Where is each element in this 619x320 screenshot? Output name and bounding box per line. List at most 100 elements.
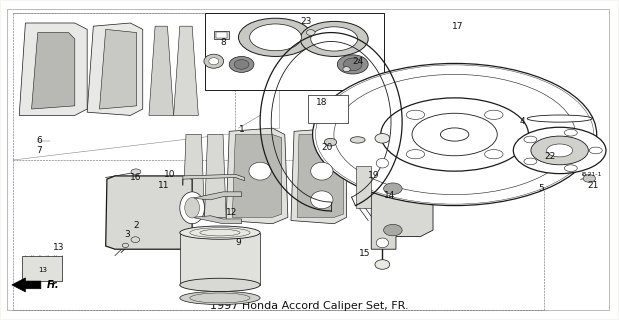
Polygon shape xyxy=(180,233,260,285)
Text: 7: 7 xyxy=(37,146,42,155)
Polygon shape xyxy=(297,134,344,217)
Polygon shape xyxy=(183,241,245,249)
Text: 9: 9 xyxy=(235,238,241,247)
Ellipse shape xyxy=(234,60,249,69)
Text: 17: 17 xyxy=(451,22,463,31)
Ellipse shape xyxy=(589,147,602,154)
Ellipse shape xyxy=(527,115,592,122)
Ellipse shape xyxy=(123,243,129,248)
Text: 10: 10 xyxy=(165,170,176,179)
Ellipse shape xyxy=(311,27,358,51)
Text: 11: 11 xyxy=(158,181,170,190)
Text: 14: 14 xyxy=(384,190,395,200)
Ellipse shape xyxy=(384,183,402,195)
Ellipse shape xyxy=(384,224,402,236)
Polygon shape xyxy=(183,174,245,186)
Ellipse shape xyxy=(184,197,199,218)
Polygon shape xyxy=(100,29,137,109)
Polygon shape xyxy=(204,134,226,217)
Text: Fr.: Fr. xyxy=(47,280,59,290)
Ellipse shape xyxy=(375,260,390,269)
Bar xyxy=(214,31,229,39)
Ellipse shape xyxy=(343,67,350,72)
Text: 13: 13 xyxy=(38,267,47,273)
Ellipse shape xyxy=(180,192,204,224)
Text: 23: 23 xyxy=(300,17,311,26)
Text: 1: 1 xyxy=(238,125,245,134)
Ellipse shape xyxy=(381,98,529,171)
Text: 15: 15 xyxy=(359,250,370,259)
Polygon shape xyxy=(232,134,282,217)
Text: 24: 24 xyxy=(353,57,364,66)
Text: B-21-1: B-21-1 xyxy=(581,172,602,177)
Ellipse shape xyxy=(524,136,537,143)
Ellipse shape xyxy=(547,144,573,157)
Ellipse shape xyxy=(313,63,597,205)
Ellipse shape xyxy=(406,110,425,119)
Ellipse shape xyxy=(209,58,219,65)
Ellipse shape xyxy=(249,24,301,51)
Text: 13: 13 xyxy=(53,243,65,252)
Ellipse shape xyxy=(375,133,390,143)
Ellipse shape xyxy=(180,291,260,305)
Text: 22: 22 xyxy=(544,152,555,161)
Polygon shape xyxy=(149,26,173,116)
Ellipse shape xyxy=(238,18,313,56)
Text: 5: 5 xyxy=(538,184,543,193)
Polygon shape xyxy=(183,134,204,217)
Bar xyxy=(204,13,384,90)
Ellipse shape xyxy=(485,149,503,159)
Ellipse shape xyxy=(311,162,333,180)
Polygon shape xyxy=(106,176,192,249)
Polygon shape xyxy=(173,26,198,116)
Ellipse shape xyxy=(249,162,271,180)
Ellipse shape xyxy=(311,191,333,209)
Ellipse shape xyxy=(131,169,141,175)
Ellipse shape xyxy=(406,149,425,159)
Text: 6: 6 xyxy=(37,136,42,145)
Ellipse shape xyxy=(531,136,588,165)
Ellipse shape xyxy=(350,137,365,143)
Bar xyxy=(215,32,227,38)
Polygon shape xyxy=(291,128,347,224)
Ellipse shape xyxy=(565,165,578,172)
Ellipse shape xyxy=(513,127,606,174)
Text: 19: 19 xyxy=(368,172,379,180)
Ellipse shape xyxy=(180,278,260,292)
Text: 2: 2 xyxy=(134,221,139,230)
Ellipse shape xyxy=(324,138,337,146)
Polygon shape xyxy=(308,95,348,123)
Polygon shape xyxy=(19,23,87,116)
Polygon shape xyxy=(87,23,143,116)
Polygon shape xyxy=(226,128,288,224)
Polygon shape xyxy=(32,33,75,109)
Ellipse shape xyxy=(229,56,254,72)
Polygon shape xyxy=(356,166,371,208)
Ellipse shape xyxy=(376,158,389,168)
Text: 12: 12 xyxy=(226,208,238,217)
Ellipse shape xyxy=(337,55,368,74)
Ellipse shape xyxy=(412,113,497,156)
Text: 16: 16 xyxy=(131,173,142,182)
Text: 1997 Honda Accord Caliper Set, FR.: 1997 Honda Accord Caliper Set, FR. xyxy=(210,301,409,311)
Polygon shape xyxy=(192,216,241,224)
Polygon shape xyxy=(371,157,433,249)
Text: 20: 20 xyxy=(322,143,333,152)
Text: 8: 8 xyxy=(220,38,226,47)
Ellipse shape xyxy=(306,30,315,36)
Ellipse shape xyxy=(583,175,595,182)
Bar xyxy=(22,256,63,281)
Text: 3: 3 xyxy=(124,230,130,239)
Text: 18: 18 xyxy=(316,98,327,107)
Text: 21: 21 xyxy=(587,181,599,190)
Ellipse shape xyxy=(344,58,362,71)
Ellipse shape xyxy=(204,54,223,68)
Ellipse shape xyxy=(300,21,368,56)
Ellipse shape xyxy=(376,238,389,248)
Ellipse shape xyxy=(441,128,469,141)
Text: 4: 4 xyxy=(519,117,525,126)
Polygon shape xyxy=(192,192,241,200)
Ellipse shape xyxy=(565,129,578,136)
Ellipse shape xyxy=(485,110,503,119)
Ellipse shape xyxy=(524,158,537,165)
